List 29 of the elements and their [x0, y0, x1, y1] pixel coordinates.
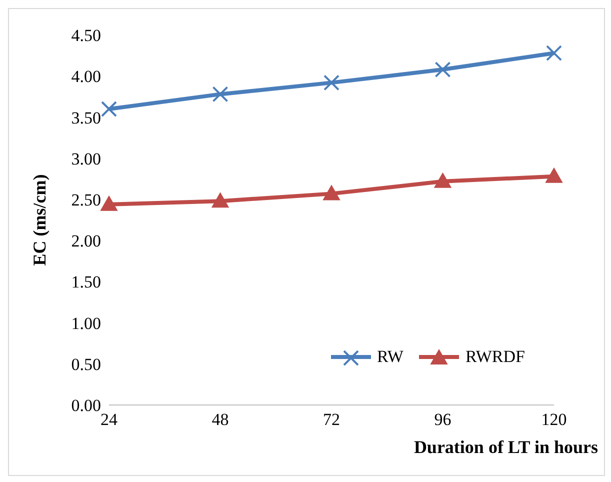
point — [546, 45, 562, 62]
y-tick-label: 0.00 — [71, 396, 101, 416]
y-axis-title: EC (ms/cm) — [29, 174, 50, 266]
point — [323, 185, 340, 200]
point — [100, 196, 118, 211]
point — [434, 172, 452, 188]
y-tick-label: 1.50 — [71, 272, 101, 292]
legend-label: RWRDF — [465, 347, 525, 367]
y-tick-label: 3.00 — [71, 149, 101, 168]
x-tick-label: 120 — [541, 410, 567, 430]
point — [324, 74, 340, 91]
y-tick-label: 3.50 — [71, 108, 101, 128]
point — [101, 101, 117, 117]
y-tick-label: 4.00 — [71, 67, 101, 86]
point — [546, 168, 562, 183]
point — [212, 192, 229, 208]
y-tick-label: 1.00 — [71, 314, 101, 333]
x-tick-label: 96 — [434, 410, 452, 430]
legend-label: RW — [377, 347, 404, 367]
x-tick-label: 24 — [100, 410, 118, 430]
y-tick-label: 2.00 — [71, 232, 101, 251]
x-tick-label: 72 — [323, 410, 340, 430]
x-axis-title: Duration of LT in hours — [414, 437, 598, 458]
point — [212, 86, 228, 102]
y-tick-label: 4.50 — [71, 26, 101, 46]
x-tick-label: 48 — [212, 410, 229, 430]
y-tick-label: 0.50 — [71, 354, 101, 374]
y-tick-label: 2.50 — [71, 190, 101, 210]
point — [434, 62, 451, 78]
